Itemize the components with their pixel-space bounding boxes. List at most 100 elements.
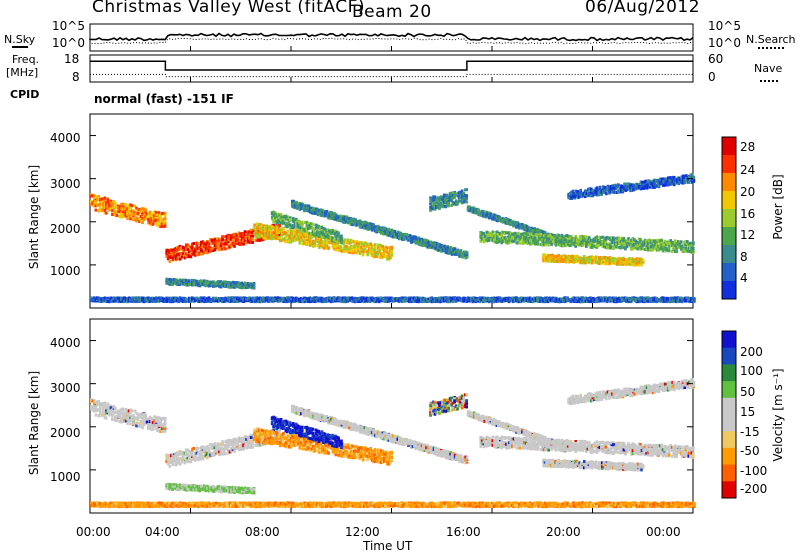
- power-cell: [686, 180, 690, 184]
- power-cell: [243, 230, 247, 234]
- power-cell: [608, 261, 612, 265]
- power-cell: [310, 242, 314, 246]
- power-cell: [303, 232, 306, 236]
- power-cell: [245, 231, 248, 235]
- power-cell: [360, 220, 363, 224]
- power-cell: [465, 188, 468, 192]
- power-cell: [622, 243, 626, 247]
- power-cell: [592, 256, 595, 259]
- power-cell: [637, 241, 641, 245]
- power-cell: [325, 228, 328, 232]
- power-cell: [492, 216, 496, 220]
- power-cell: [221, 235, 224, 239]
- power-cell: [333, 212, 336, 215]
- power-cell: [358, 250, 362, 254]
- power-cell: [405, 237, 409, 241]
- power-cell: [369, 251, 372, 255]
- power-cell: [660, 241, 663, 245]
- power-cell: [334, 238, 337, 242]
- power-cell: [459, 195, 462, 199]
- power-cell: [162, 217, 165, 221]
- power-cell: [541, 240, 544, 244]
- power-cell: [601, 260, 604, 264]
- power-cell: [574, 235, 577, 238]
- power-cell: [215, 244, 218, 248]
- power-cell: [550, 242, 553, 246]
- power-cell: [618, 240, 621, 244]
- power-cell: [640, 263, 643, 267]
- power-cell: [361, 242, 365, 246]
- power-cell: [417, 242, 421, 246]
- power-cell: [493, 238, 496, 242]
- power-cell: [639, 242, 642, 246]
- power-cell: [246, 237, 250, 241]
- power-cell: [227, 285, 230, 289]
- power-cell: [376, 224, 380, 228]
- power-cell: [340, 234, 343, 238]
- power-cell: [619, 242, 623, 246]
- power-cell: [379, 256, 383, 260]
- power-cell: [212, 249, 215, 252]
- power-cell: [635, 187, 638, 191]
- beam-label: Beam 20: [352, 2, 432, 22]
- power-cell: [212, 241, 215, 245]
- power-cell: [120, 202, 123, 206]
- power-cell: [253, 232, 256, 236]
- cpid-value: normal (fast) -151 IF: [94, 92, 234, 106]
- power-cell: [532, 236, 535, 240]
- power-cell: [285, 234, 288, 238]
- power-cell: [206, 250, 209, 254]
- power-cell: [612, 246, 615, 250]
- power-cell: [319, 208, 323, 212]
- power-cell: [446, 251, 449, 255]
- power-cell: [423, 242, 427, 246]
- power-cell: [106, 206, 110, 210]
- power-cell: [463, 195, 467, 199]
- power-cell: [160, 222, 164, 226]
- power-cell: [169, 249, 173, 253]
- power-cell: [583, 256, 586, 260]
- power-cell: [168, 249, 171, 253]
- power-cell: [607, 256, 610, 260]
- power-cell: [405, 233, 409, 237]
- power-cell: [628, 241, 632, 245]
- power-cell: [242, 284, 245, 288]
- power-cell: [259, 228, 262, 232]
- power-cell: [166, 257, 170, 261]
- power-cell: [280, 238, 283, 242]
- power-cell: [619, 257, 622, 261]
- power-cell: [216, 239, 220, 243]
- power-cell: [145, 212, 149, 216]
- power-cell: [393, 230, 397, 233]
- power-cell: [510, 220, 514, 224]
- power-cell: [398, 236, 401, 240]
- power-cell: [608, 256, 612, 260]
- power-cell: [566, 234, 570, 238]
- power-cell: [488, 212, 491, 216]
- power-cell: [503, 232, 507, 236]
- power-cell: [300, 207, 303, 211]
- power-cell: [384, 248, 388, 251]
- power-cell: [93, 194, 96, 198]
- velocity-ytick-1000: 1000: [50, 470, 81, 484]
- power-cell: [487, 231, 490, 235]
- power-cell: [299, 223, 303, 227]
- power-cell: [343, 245, 347, 248]
- power-cell: [442, 204, 446, 208]
- power-cell: [465, 251, 469, 255]
- power-cell: [301, 231, 305, 235]
- power-cell: [370, 226, 374, 230]
- power-cell: [577, 243, 580, 247]
- power-cell: [286, 222, 289, 226]
- power-cell: [417, 236, 421, 240]
- power-cell: [419, 238, 422, 242]
- power-cell: [126, 216, 129, 220]
- power-cell: [442, 200, 446, 204]
- power-cell: [373, 229, 377, 233]
- power-cell: [342, 248, 345, 252]
- power-cell: [586, 257, 589, 261]
- power-cell: [301, 228, 304, 232]
- power-cell: [210, 248, 214, 251]
- power-cell: [621, 238, 624, 242]
- power-cell: [645, 184, 649, 187]
